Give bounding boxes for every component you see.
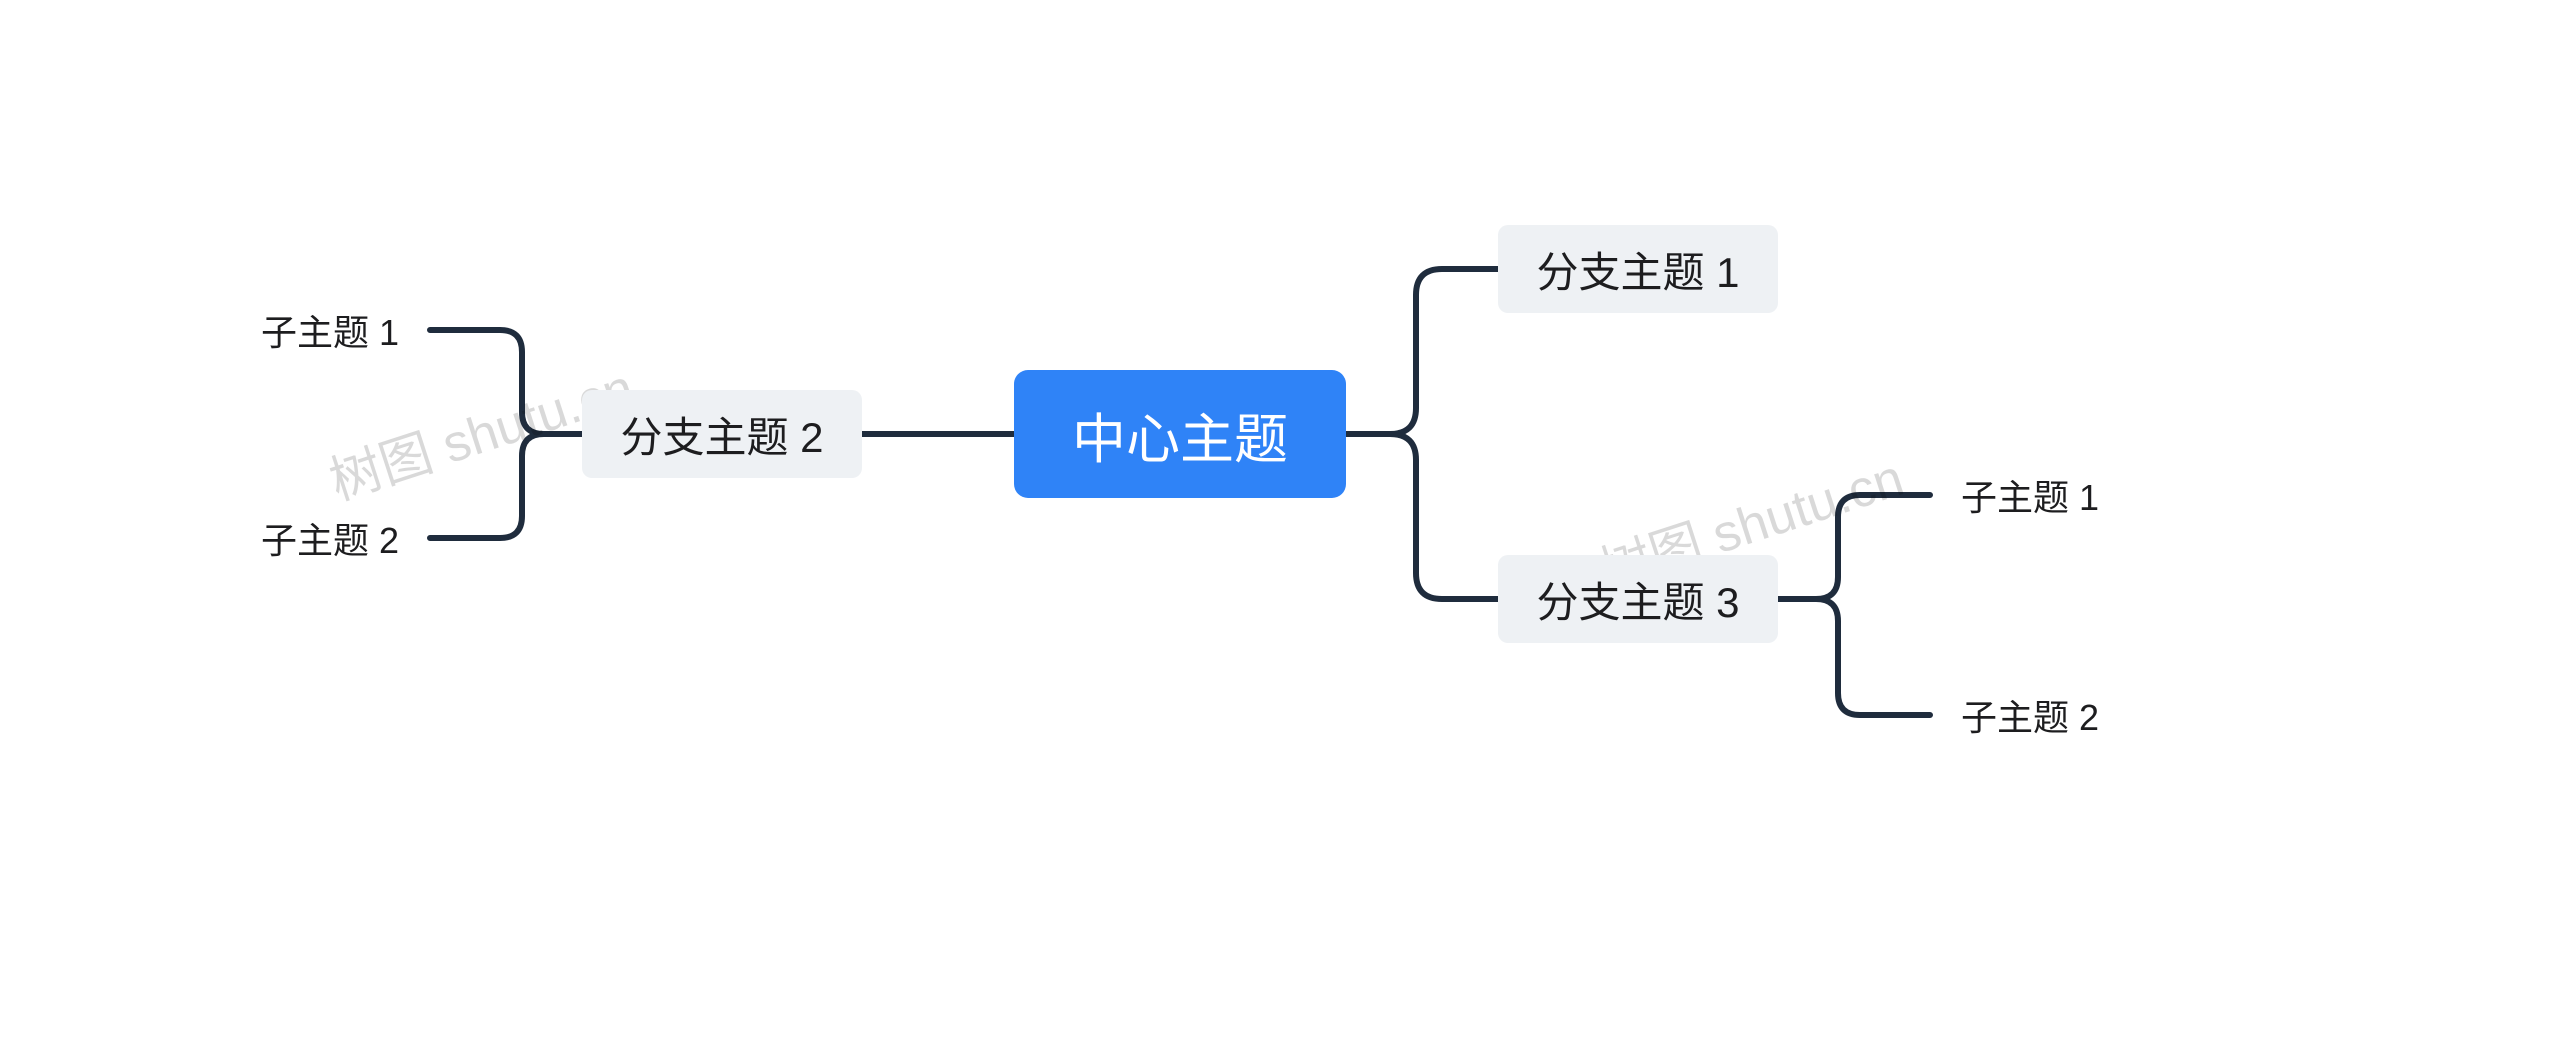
branch-topic-1[interactable]: 分支主题 1 <box>1498 225 1778 313</box>
branch-2-sub-2[interactable]: 子主题 2 <box>230 508 430 568</box>
branch-topic-2[interactable]: 分支主题 2 <box>582 390 862 478</box>
branch-topic-3[interactable]: 分支主题 3 <box>1498 555 1778 643</box>
branch-2-sub-2-label: 子主题 2 <box>261 512 399 564</box>
branch-3-sub-2-label: 子主题 2 <box>1961 689 2099 741</box>
branch-topic-1-label: 分支主题 1 <box>1536 239 1739 300</box>
mindmap-canvas: 树图 shutu.cn 树图 shutu.cn 中心主题 分支主题 1 分支主题… <box>0 0 2560 1057</box>
branch-3-sub-1[interactable]: 子主题 1 <box>1930 465 2130 525</box>
branch-2-sub-1-label: 子主题 1 <box>261 304 399 356</box>
branch-3-sub-2[interactable]: 子主题 2 <box>1930 685 2130 745</box>
branch-3-sub-1-label: 子主题 1 <box>1961 469 2099 521</box>
branch-topic-3-label: 分支主题 3 <box>1536 569 1739 630</box>
central-topic[interactable]: 中心主题 <box>1014 370 1346 498</box>
central-topic-label: 中心主题 <box>1072 395 1288 474</box>
branch-2-sub-1[interactable]: 子主题 1 <box>230 300 430 360</box>
branch-topic-2-label: 分支主题 2 <box>620 404 823 465</box>
